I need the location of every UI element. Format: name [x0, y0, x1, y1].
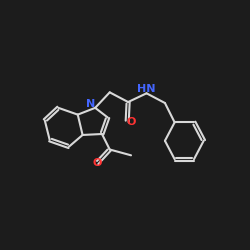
- Text: N: N: [86, 99, 95, 109]
- Text: HN: HN: [137, 84, 156, 94]
- Text: O: O: [92, 158, 102, 168]
- Text: O: O: [127, 118, 136, 128]
